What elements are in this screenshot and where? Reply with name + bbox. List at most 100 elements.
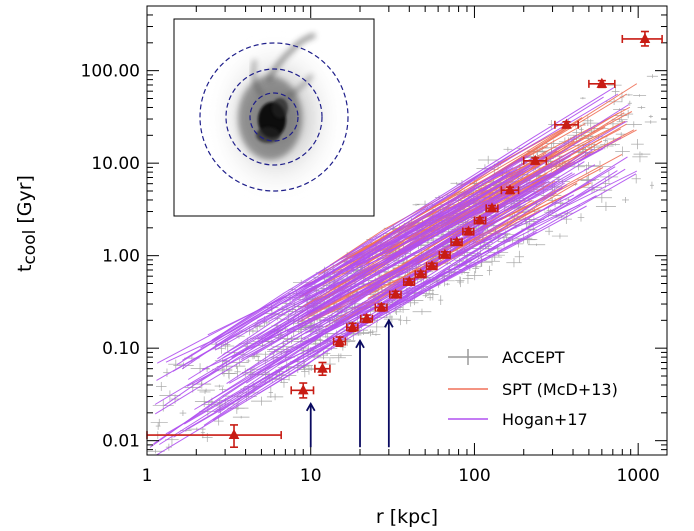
y-tick-label: 0.01 bbox=[102, 432, 140, 452]
hogan-profile-line bbox=[185, 173, 637, 430]
binned-point bbox=[332, 335, 347, 348]
arrow bbox=[384, 318, 394, 448]
binned-point-marker bbox=[529, 154, 541, 165]
hogan-profile-line bbox=[296, 164, 596, 324]
hogan-profile-line bbox=[183, 252, 481, 425]
binned-point bbox=[522, 154, 548, 165]
binned-point bbox=[414, 268, 427, 279]
inset-ring bbox=[199, 42, 349, 192]
binned-point bbox=[438, 248, 451, 259]
spt-profile-line bbox=[348, 117, 583, 259]
binned-point-marker bbox=[347, 321, 358, 332]
hogan-profile-line bbox=[172, 159, 541, 372]
binned-point bbox=[359, 312, 374, 324]
hogan-profile-line bbox=[207, 152, 553, 336]
arrow-head bbox=[305, 402, 316, 412]
binned-point-marker bbox=[361, 312, 373, 323]
x-tick-label: 1 bbox=[142, 466, 153, 486]
binned-point-marker bbox=[317, 362, 328, 373]
hogan-profile-line bbox=[229, 237, 493, 384]
x-tick-label: 100 bbox=[458, 466, 490, 486]
binned-point bbox=[402, 275, 416, 286]
hogan-profile-line bbox=[165, 184, 568, 435]
hogan-profile-line bbox=[200, 93, 619, 349]
hogan-profile-line bbox=[181, 139, 535, 370]
y-tick-label: 0.10 bbox=[102, 339, 140, 359]
binned-point-marker bbox=[228, 428, 240, 440]
y-label-main: t bbox=[14, 265, 36, 272]
hogan-profile-line bbox=[154, 136, 622, 405]
binned-point-marker bbox=[463, 225, 474, 236]
profile-lines-group bbox=[147, 74, 658, 455]
binned-point-marker bbox=[474, 214, 486, 225]
x-tick-label: 1000 bbox=[617, 466, 660, 486]
arrow bbox=[305, 402, 316, 448]
inset-image bbox=[173, 18, 375, 217]
binned-point-marker bbox=[639, 32, 651, 43]
binned-point bbox=[425, 260, 438, 271]
binned-point bbox=[388, 288, 402, 299]
plot-frame bbox=[146, 5, 668, 456]
binned-point-marker bbox=[486, 202, 498, 213]
y-tick-label: 10.00 bbox=[91, 154, 140, 174]
arrow-head bbox=[355, 339, 365, 349]
arrow bbox=[355, 339, 365, 448]
x-tick-label: 10 bbox=[300, 466, 322, 486]
legend-label-spt: SPT (McD+13) bbox=[502, 380, 618, 399]
binned-point bbox=[621, 30, 663, 47]
binned-point-marker bbox=[334, 335, 345, 346]
binned-point bbox=[462, 225, 475, 236]
binned-point-marker bbox=[451, 236, 463, 247]
svg-text:tcool[Gyr]: tcool [Gyr] bbox=[14, 175, 40, 272]
binned-point-marker bbox=[390, 288, 401, 299]
inset-emission bbox=[206, 32, 346, 204]
binned-point bbox=[146, 424, 282, 449]
binned-points-group bbox=[146, 30, 663, 449]
binned-point-marker bbox=[561, 118, 572, 129]
binned-point bbox=[374, 301, 388, 312]
binned-point-marker bbox=[426, 260, 438, 271]
legend-item-hogan: Hogan+17 bbox=[448, 410, 588, 429]
tick-labels-group: 1 10 100 1000 0.01 0.10 1.00 10.00 100.00 bbox=[81, 62, 660, 486]
legend-label-accept: ACCEPT bbox=[502, 348, 565, 367]
y-axis-label: tcool [Gyr] bbox=[14, 175, 40, 272]
hogan-profile-line bbox=[173, 170, 618, 438]
binned-point-marker bbox=[439, 248, 451, 259]
binned-point-marker bbox=[297, 384, 309, 395]
binned-point-marker bbox=[415, 268, 427, 279]
binned-point bbox=[500, 184, 520, 195]
binned-point-marker bbox=[596, 77, 608, 88]
inset-ring bbox=[249, 92, 299, 142]
binned-point bbox=[588, 77, 616, 89]
binned-point bbox=[554, 118, 579, 129]
legend-label-hogan: Hogan+17 bbox=[502, 410, 588, 429]
hogan-profile-line bbox=[240, 195, 597, 375]
legend-item-accept: ACCEPT bbox=[448, 348, 565, 367]
hogan-profile-line bbox=[302, 171, 503, 296]
binned-point-marker bbox=[376, 301, 387, 312]
arrow-head bbox=[384, 318, 394, 328]
inset-ring bbox=[225, 68, 323, 166]
hogan-profile-line bbox=[214, 171, 512, 347]
legend: ACCEPT SPT (McD+13) Hogan+17 bbox=[448, 348, 618, 429]
y-tick-label: 100.00 bbox=[81, 62, 140, 82]
hogan-profile-line bbox=[212, 166, 616, 421]
arrows-group bbox=[305, 318, 394, 448]
x-axis-label: r [kpc] bbox=[376, 506, 438, 528]
binned-point bbox=[450, 236, 463, 247]
binned-point bbox=[485, 202, 499, 213]
binned-point bbox=[314, 361, 331, 377]
binned-point bbox=[473, 214, 487, 225]
binned-point bbox=[345, 321, 359, 333]
legend-item-spt: SPT (McD+13) bbox=[448, 380, 618, 399]
y-label-sub: cool bbox=[20, 230, 40, 265]
y-tick-label: 1.00 bbox=[102, 247, 140, 267]
binned-point-marker bbox=[504, 184, 516, 195]
hogan-profile-line bbox=[222, 162, 553, 359]
binned-point bbox=[290, 382, 315, 399]
y-label-unit: [Gyr] bbox=[14, 175, 36, 224]
hogan-profile-line bbox=[245, 181, 558, 384]
spt-profile-line bbox=[361, 112, 619, 268]
